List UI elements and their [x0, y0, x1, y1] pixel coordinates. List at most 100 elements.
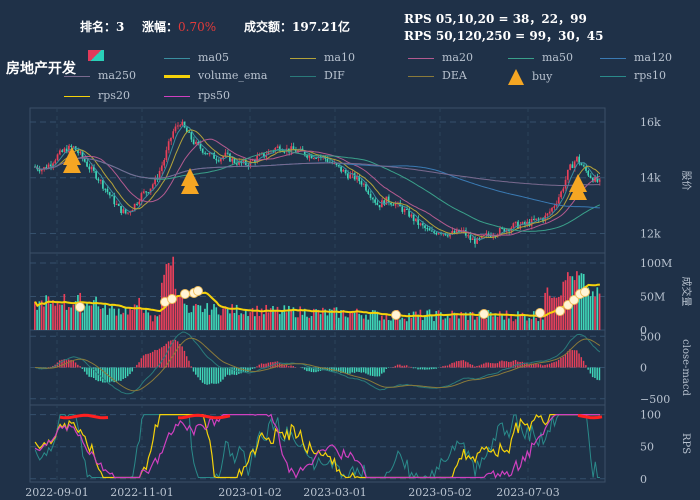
- volume-bar: [147, 312, 150, 330]
- volume-bar: [551, 297, 553, 330]
- legend-item-rps10[interactable]: rps10: [600, 69, 666, 82]
- volume-bar: [206, 303, 209, 330]
- candle: [371, 197, 374, 200]
- legend-item-ma120[interactable]: ma120: [600, 51, 672, 64]
- volume-bar: [492, 316, 494, 330]
- volume-bar: [267, 312, 270, 330]
- legend-item-ma250[interactable]: ma250: [64, 69, 136, 82]
- legend-item-buy[interactable]: buy: [508, 69, 552, 85]
- macd-bar: [346, 367, 349, 375]
- legend-item-rps20[interactable]: rps20: [64, 89, 130, 102]
- buy-marker: [181, 176, 199, 194]
- volume-bar: [508, 318, 510, 330]
- candle: [201, 148, 204, 153]
- volume-ema-line: [34, 283, 600, 318]
- volume-bar: [156, 316, 159, 330]
- volume-bar: [190, 312, 193, 330]
- volume-bar: [312, 308, 315, 330]
- candle: [392, 204, 395, 206]
- candle: [358, 175, 360, 182]
- legend-item-ma05[interactable]: ma05: [164, 51, 229, 64]
- macd-bar: [530, 363, 533, 368]
- macd-bar: [308, 367, 310, 372]
- legend-item-ma20[interactable]: ma20: [408, 51, 473, 64]
- candle: [174, 126, 177, 132]
- candle: [426, 228, 429, 230]
- candle: [208, 153, 211, 155]
- macd-bar: [233, 367, 236, 375]
- macd-bar: [263, 363, 265, 368]
- candle: [310, 155, 313, 159]
- macd-bar: [521, 361, 524, 368]
- macd-bar: [247, 367, 249, 373]
- legend-item-DEA[interactable]: DEA: [408, 69, 467, 82]
- candle: [591, 177, 594, 182]
- macd-bar: [594, 367, 596, 379]
- candle: [430, 230, 433, 232]
- legend-item-ma50[interactable]: ma50: [508, 51, 573, 64]
- volume-bar: [102, 308, 104, 330]
- volume-bar: [197, 305, 199, 330]
- candle: [151, 184, 154, 189]
- macd-bar: [124, 367, 127, 379]
- volume-bar: [483, 310, 485, 330]
- candle: [387, 196, 390, 204]
- volume-bar: [421, 320, 424, 330]
- dea-line: [35, 337, 601, 392]
- macd-bar: [303, 367, 306, 370]
- volume-bar: [238, 315, 240, 330]
- macd-bar: [378, 367, 381, 377]
- legend-swatch-ma250: [64, 75, 90, 77]
- macd-bar: [199, 367, 202, 381]
- candle: [192, 139, 195, 144]
- macd-bar: [356, 367, 358, 372]
- legend-label-ma10: ma10: [324, 51, 355, 64]
- buy-marker: [569, 182, 587, 200]
- candle: [585, 166, 587, 171]
- volume-bar: [480, 318, 483, 330]
- macd-bar: [70, 359, 72, 368]
- candle: [147, 192, 150, 194]
- candle: [346, 173, 349, 179]
- candle: [181, 121, 184, 126]
- macd-bar: [426, 367, 428, 370]
- macd-bar: [138, 362, 140, 368]
- volume-bar: [83, 306, 86, 330]
- volume-bar: [444, 318, 447, 330]
- volume-bar: [174, 288, 177, 330]
- volume-bar: [523, 314, 526, 330]
- legend-item-volume_ema[interactable]: volume_ema: [164, 69, 267, 82]
- amount-readout: 成交额：197.21亿: [244, 18, 350, 35]
- volume-bar: [473, 319, 476, 330]
- macd-bar: [360, 367, 363, 373]
- candle: [437, 232, 440, 235]
- macd-bar: [92, 367, 95, 379]
- macd-bar: [514, 359, 517, 368]
- candle: [548, 211, 551, 214]
- macd-bar: [571, 350, 573, 368]
- candle: [77, 150, 79, 154]
- legend-item-ma10[interactable]: ma10: [290, 51, 355, 64]
- legend-item-rps50[interactable]: rps50: [164, 89, 230, 102]
- volume-bar: [510, 315, 512, 330]
- candle: [573, 161, 576, 169]
- macd-bar: [532, 363, 535, 368]
- volume-bar: [43, 306, 45, 330]
- volume-bar: [242, 314, 245, 330]
- macd-bar: [446, 365, 449, 368]
- legend-label-ma05: ma05: [198, 51, 229, 64]
- volume-bar: [360, 315, 363, 330]
- macd-bar: [90, 367, 93, 378]
- macd-bar: [365, 367, 367, 374]
- legend-item-DIF[interactable]: DIF: [290, 69, 345, 82]
- macd-bar: [265, 363, 267, 368]
- volume-bar: [526, 320, 528, 330]
- macd-bar: [435, 367, 437, 369]
- volume-bar: [315, 309, 317, 330]
- macd-bar: [288, 366, 290, 368]
- volume-bar: [537, 321, 540, 330]
- candle: [415, 218, 417, 222]
- candle: [188, 131, 190, 133]
- volume-bar: [253, 316, 256, 330]
